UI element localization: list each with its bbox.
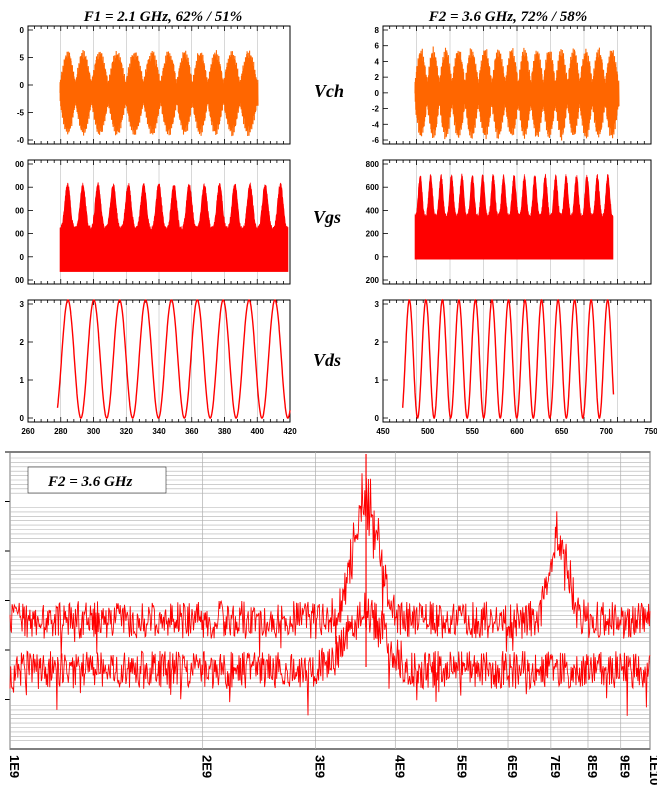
title-right: F2 = 3.6 GHz, 72% / 58%: [428, 9, 588, 25]
vgs-trace-left-mid: [59, 182, 289, 272]
spectrum-legend-box: [27, 466, 167, 494]
spectrum-x-tick-label: 4E9: [392, 755, 407, 778]
y-tick-label: 200: [366, 230, 380, 239]
x-tick-label: 420: [283, 427, 297, 436]
spectrum-trace-1: [9, 473, 651, 659]
vds-trace-left-bottom: [56, 299, 291, 419]
x-tick-label: 340: [152, 427, 166, 436]
spectrum-x-tick-label: 5E9: [454, 755, 469, 778]
x-tick-label: 280: [54, 427, 68, 436]
y-tick-label: -6: [372, 136, 380, 145]
y-tick-label: 3: [375, 300, 380, 309]
y-tick-label: 00: [15, 206, 24, 215]
x-tick-label: 650: [555, 427, 569, 436]
y-tick-label: 00: [15, 230, 24, 239]
vch-trace-left-top: [59, 49, 259, 137]
y-tick-label: 1: [375, 376, 380, 385]
y-tick-label: 0: [20, 253, 25, 262]
spectrum-x-tick-label: 6E9: [505, 755, 520, 778]
y-tick-label: 6: [375, 42, 380, 51]
y-tick-label: 8: [375, 26, 380, 35]
spectrum-x-tick-label: 9E9: [618, 755, 633, 778]
x-tick-label: 550: [466, 427, 480, 436]
y-tick-label: 00: [15, 276, 24, 285]
y-tick-label: 2: [20, 338, 25, 347]
y-tick-label: 3: [20, 300, 25, 309]
spectrum-trace-2: [9, 592, 651, 716]
spectrum-frame: [9, 451, 651, 750]
y-tick-label: -0: [17, 136, 25, 145]
y-tick-label: 600: [366, 183, 380, 192]
title-left: F1 = 2.1 GHz, 62% / 51%: [83, 9, 243, 25]
y-tick-label: 00: [15, 160, 24, 169]
vds-trace-right-bottom: [402, 298, 615, 420]
y-tick-label: -4: [372, 120, 380, 129]
vgs-trace-right-mid: [414, 173, 614, 260]
x-tick-label: 300: [87, 427, 101, 436]
x-tick-label: 500: [421, 427, 435, 436]
spectrum-x-tick-label: 3E9: [312, 755, 327, 778]
label-vch: Vch: [314, 81, 344, 101]
x-tick-label: 320: [120, 427, 134, 436]
y-tick-label: 0: [20, 26, 25, 35]
y-tick-label: -2: [372, 105, 380, 114]
vch-trace-right-top: [414, 46, 620, 141]
x-tick-label: 400: [251, 427, 265, 436]
label-vds: Vds: [313, 350, 341, 370]
x-tick-label: 360: [185, 427, 199, 436]
y-tick-label: 5: [20, 54, 25, 63]
y-tick-label: 800: [366, 160, 380, 169]
y-tick-label: 0: [20, 81, 25, 90]
y-tick-label: 0: [375, 414, 380, 423]
spectrum-x-tick-label: 8E9: [585, 755, 600, 778]
spectrum-x-tick-label: 2E9: [200, 755, 215, 778]
x-tick-label: 260: [21, 427, 35, 436]
y-tick-label: 400: [366, 206, 380, 215]
x-tick-label: 700: [600, 427, 614, 436]
label-vgs: Vgs: [313, 207, 341, 227]
y-tick-label: 4: [375, 57, 380, 66]
spectrum-legend: F2 = 3.6 GHz: [27, 466, 167, 494]
y-tick-label: 1: [20, 376, 25, 385]
x-tick-label: 380: [218, 427, 232, 436]
y-tick-label: 0: [375, 253, 380, 262]
spectrum-x-tick-label: 1E10: [647, 755, 657, 785]
x-tick-label: 450: [376, 427, 390, 436]
y-tick-label: 0: [20, 414, 25, 423]
y-tick-label: 2: [375, 338, 380, 347]
spectrum-x-tick-label: 1E9: [7, 755, 22, 778]
y-tick-label: 2: [375, 73, 380, 82]
x-tick-label: 600: [510, 427, 524, 436]
spectrum-x-tick-label: 7E9: [548, 755, 563, 778]
y-tick-label: -5: [17, 109, 25, 118]
y-tick-label: 00: [15, 183, 24, 192]
spectrum-legend-text: F2 = 3.6 GHz: [47, 474, 133, 490]
y-tick-label: 0: [375, 89, 380, 98]
x-tick-label: 750: [644, 427, 657, 436]
y-tick-label: 200: [366, 276, 380, 285]
